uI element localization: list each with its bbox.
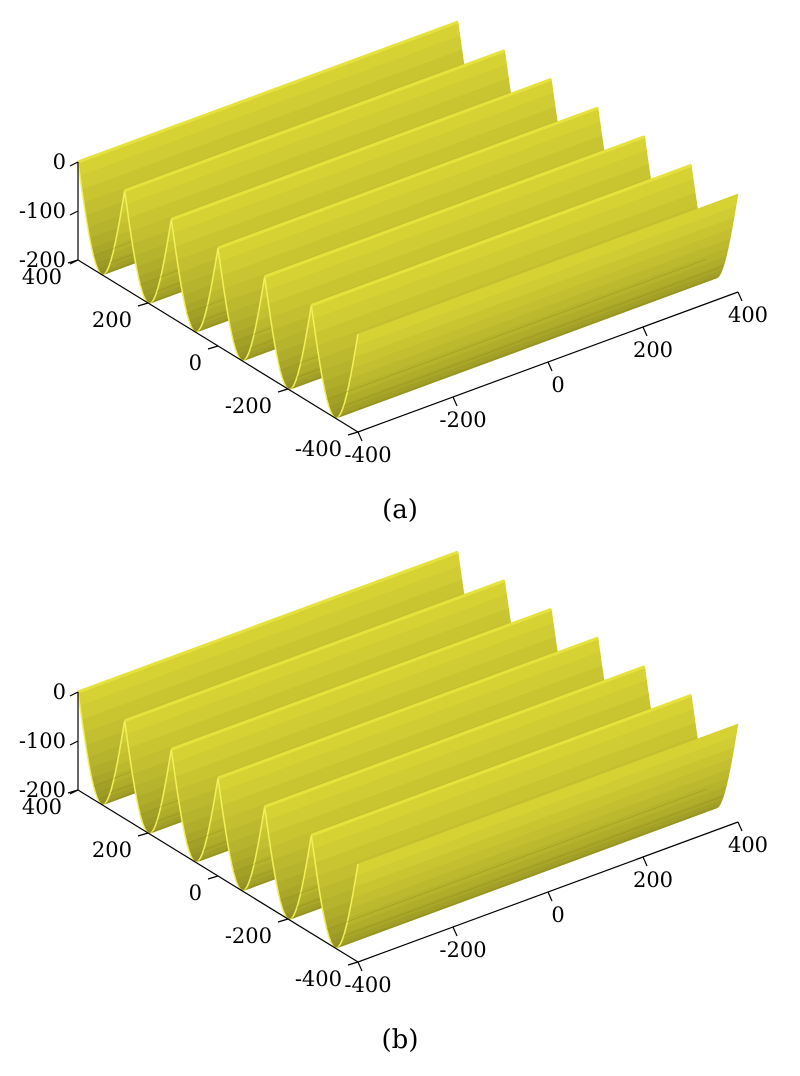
surface-streak [343, 795, 724, 937]
z-tick-label: 0 [53, 680, 66, 704]
x-tick [737, 821, 743, 832]
x-tick-label: 200 [633, 868, 673, 892]
x-tick [737, 291, 743, 302]
x-tick [547, 361, 553, 372]
z-tick-label: 0 [53, 150, 66, 174]
x-tick-label: 200 [633, 338, 673, 362]
ridge-crest [77, 20, 459, 164]
y-tick [207, 875, 219, 880]
surface-streak [335, 277, 716, 419]
x-tick [452, 926, 458, 937]
x-tick-label: 400 [728, 303, 768, 327]
x-tick-label: -400 [344, 973, 391, 997]
y-tick [137, 832, 149, 837]
z-tick [69, 740, 79, 746]
z-tick-label: -100 [19, 729, 66, 753]
ridge-crest [264, 665, 646, 809]
z-tick-label: -200 [19, 778, 66, 802]
ridge-crest [310, 163, 692, 307]
y-tick-label: 0 [189, 881, 202, 905]
y-tick-label: -400 [295, 967, 342, 991]
y-tick [277, 918, 289, 923]
x-tick [357, 961, 363, 972]
x-tick-label: 400 [728, 833, 768, 857]
y-tick-label: 200 [92, 838, 132, 862]
y-tick-label: -200 [225, 394, 272, 418]
z-tick-label: -200 [19, 248, 66, 272]
y-tick [347, 961, 359, 966]
y-tick [137, 302, 149, 307]
axes-b [67, 691, 743, 972]
x-tick-label: 0 [551, 903, 564, 927]
y-tick [207, 345, 219, 350]
panel-caption: (a) [382, 495, 418, 525]
ridge-crest [124, 49, 506, 193]
ridge-crest [77, 550, 459, 694]
ridge-crest [217, 106, 599, 250]
axes-a [67, 161, 743, 442]
x-tick [357, 431, 363, 442]
surface-streak [326, 788, 707, 930]
x-tick-label: -400 [344, 443, 391, 467]
ridge-crest [217, 636, 599, 780]
ridge-crest [310, 693, 692, 837]
y-tick-label: 400 [22, 265, 62, 289]
surface-a [77, 20, 739, 419]
x-tick [452, 396, 458, 407]
y-tick [347, 431, 359, 436]
panel-b: 0 -100 -200 400 200 0 -200 -400 -400 -200 0 200 400(… [0, 530, 800, 1068]
y-tick-label: 400 [22, 795, 62, 819]
panel-a: 0 -100 -200 400 200 0 -200 -400 -400 -200 0 200 400(… [19, 20, 768, 525]
surface-streak [335, 807, 716, 949]
x-tick [642, 326, 648, 337]
ridge-crest [170, 607, 552, 751]
y-tick [67, 789, 79, 794]
y-tick-label: 0 [189, 351, 202, 375]
y-tick-label: 200 [92, 308, 132, 332]
surface-streak [326, 258, 707, 400]
y-tick [277, 388, 289, 393]
z-tick-label: -100 [19, 199, 66, 223]
surface-streak [343, 265, 724, 407]
x-tick-label: -200 [439, 938, 486, 962]
y-tick-label: -200 [225, 924, 272, 948]
ridge-crest [170, 77, 552, 221]
ridge-crest [264, 135, 646, 279]
ridge-crest [124, 579, 506, 723]
z-tick [69, 691, 79, 697]
x-tick [547, 891, 553, 902]
x-tick-label: 0 [551, 373, 564, 397]
z-tick [69, 210, 79, 216]
surface-b [77, 550, 739, 949]
y-tick-label: -400 [295, 437, 342, 461]
y-tick [67, 259, 79, 264]
panel-caption: (b) [382, 1025, 419, 1055]
z-tick [69, 161, 79, 167]
x-tick [642, 856, 648, 867]
x-tick-label: -200 [439, 408, 486, 432]
